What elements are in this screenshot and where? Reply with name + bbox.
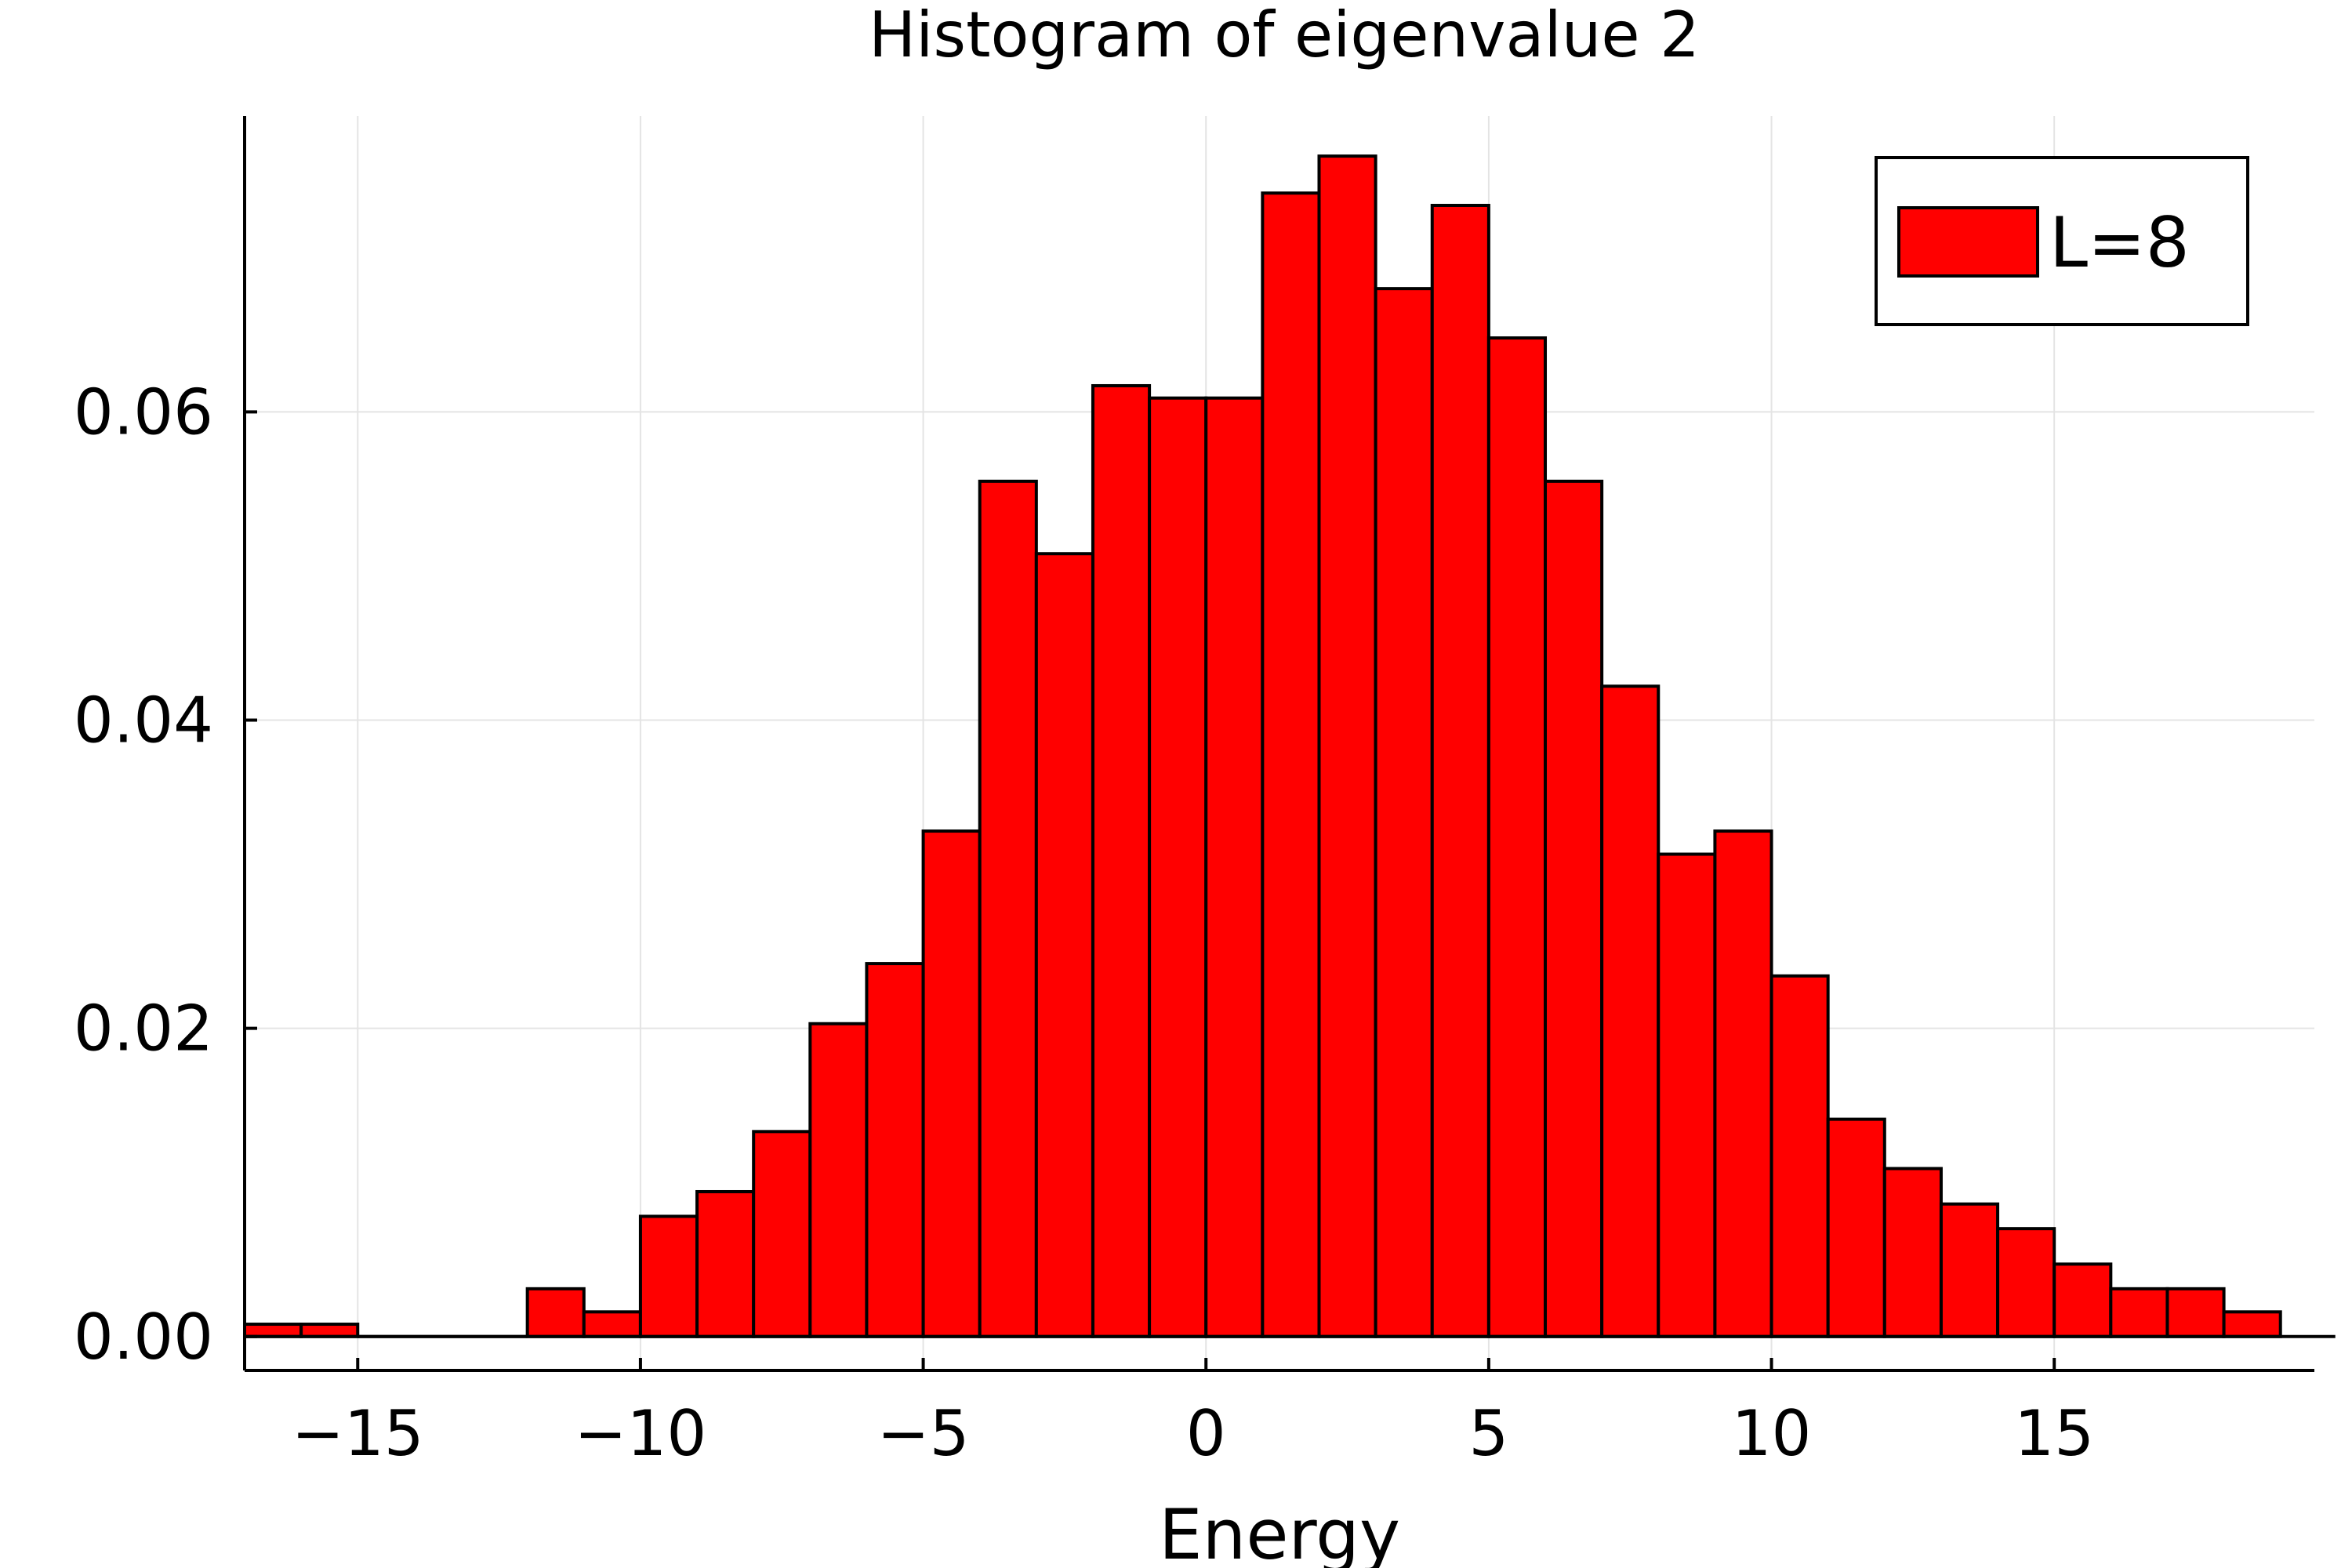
y-axis-ticks: 0.00 0.02 0.04 0.06 (74, 376, 257, 1374)
histogram-bar (1261, 191, 1321, 1338)
histogram-bar (921, 829, 982, 1338)
axes (243, 116, 2314, 1372)
histogram-bar (1544, 479, 1604, 1338)
histogram-bar (978, 479, 1038, 1338)
histogram-bar (1769, 974, 1830, 1338)
legend-swatch (1897, 206, 2039, 278)
histogram-bar (525, 1287, 586, 1338)
x-tick-label: −5 (877, 1397, 970, 1470)
legend-label: L=8 (2049, 202, 2190, 283)
x-axis-label: Energy (1159, 1494, 1400, 1568)
histogram-bar (2222, 1310, 2282, 1338)
x-tick-label: 0 (1186, 1397, 1226, 1470)
histogram-bar (1204, 396, 1265, 1338)
x-tick-label: −15 (292, 1397, 424, 1470)
y-tick-label: 0.00 (74, 1301, 213, 1374)
x-tick-label: −10 (575, 1397, 707, 1470)
x-tick-label: 5 (1468, 1397, 1508, 1470)
histogram-bar (1939, 1202, 2000, 1338)
histogram-bar (2109, 1287, 2169, 1338)
histogram-bar (243, 1323, 303, 1338)
histogram-bar (695, 1189, 756, 1338)
chart-title: Histogram of eigenvalue 2 (869, 0, 1700, 71)
histogram-bar (1713, 829, 1773, 1338)
x-axis-ticks: −15 −10 −5 0 5 10 15 (292, 1358, 2094, 1470)
histogram-bar (1317, 154, 1377, 1338)
histogram-bar (1882, 1167, 1943, 1338)
histogram-bars (243, 154, 2336, 1338)
x-tick-label: 10 (1732, 1397, 1812, 1470)
histogram-bar (808, 1022, 869, 1338)
histogram-bar (752, 1130, 812, 1338)
histogram-bar (2165, 1287, 2226, 1338)
histogram-bar (1430, 204, 1490, 1338)
y-tick-label: 0.04 (74, 684, 213, 757)
histogram-bar (638, 1214, 699, 1338)
y-tick-label: 0.02 (74, 993, 213, 1065)
histogram-bar (582, 1310, 642, 1338)
histogram-bar (1091, 383, 1152, 1338)
histogram-bar (1826, 1117, 1886, 1338)
histogram-bar (1600, 684, 1661, 1338)
histogram-bar (1657, 852, 1717, 1338)
histogram-bar (1148, 396, 1208, 1338)
x-tick-label: 15 (2014, 1397, 2094, 1470)
histogram-bar (1034, 552, 1094, 1338)
y-tick-label: 0.06 (74, 376, 213, 448)
histogram-bar (1374, 287, 1434, 1338)
histogram-bar (1486, 336, 1548, 1338)
legend: L=8 (1875, 156, 2249, 326)
histogram-bar (1996, 1227, 2056, 1338)
histogram-bar (299, 1323, 360, 1338)
histogram-bar (865, 962, 925, 1338)
histogram-bar (2053, 1262, 2113, 1338)
